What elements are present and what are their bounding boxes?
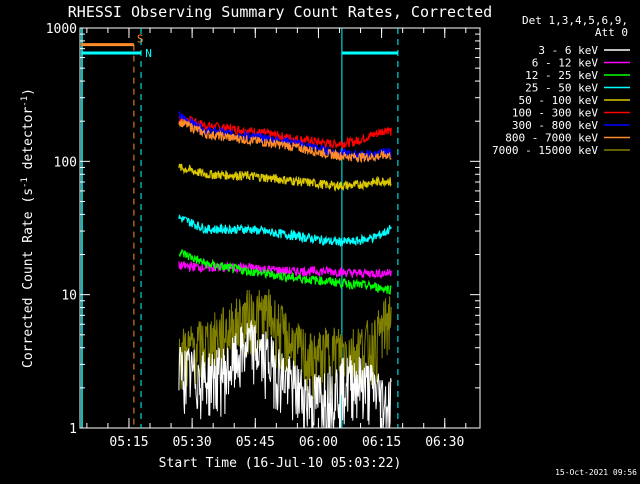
x-tick-label: 06:00 (299, 435, 338, 450)
series-line-50-100keV (178, 163, 392, 192)
x-tick-label: 06:30 (425, 435, 464, 450)
legend-entry-label: 300 - 800 keV (512, 119, 598, 132)
plot-border (79, 27, 481, 429)
legend-entry-label: 7000 - 15000 keV (492, 144, 598, 157)
legend-entry-label: 6 - 12 keV (532, 57, 599, 70)
legend-entry-label: 12 - 25 keV (525, 69, 598, 82)
plot-frame (79, 27, 481, 429)
chart-title: RHESSI Observing Summary Count Rates, Co… (68, 3, 492, 21)
y-tick-label: 100 (54, 155, 77, 170)
saa-label: S (137, 33, 144, 46)
series-layer (178, 110, 392, 429)
y-tick-label: 10 (61, 289, 77, 304)
night-label: N (145, 47, 152, 60)
y-label-prefix: Corrected Count Rate (s (21, 188, 36, 368)
y-label-sup1: -1 (20, 177, 30, 188)
y-tick-label: 1 (69, 422, 77, 437)
x-tick-label: 05:45 (236, 435, 275, 450)
timestamp: 15-Oct-2021 09:56 (555, 468, 637, 477)
series-line-800-7000keV (178, 119, 392, 164)
y-axis-label-text: Corrected Count Rate (s-1 detector-1) (20, 88, 36, 368)
series-line-6-12keV (178, 260, 392, 280)
y-label-middle: detector (21, 107, 36, 178)
series-line-25-50keV (178, 214, 392, 247)
x-tick-label: 05:15 (109, 435, 148, 450)
legend-entry-label: 100 - 300 keV (512, 107, 598, 120)
legend-entry-label: 25 - 50 keV (525, 82, 598, 95)
y-label-suffix: ) (21, 88, 36, 96)
legend-entry-label: 3 - 6 keV (538, 44, 598, 57)
legend-header: Att 0 (595, 26, 628, 39)
y-label-sup2: -1 (20, 96, 30, 107)
x-axis-label: Start Time (16-Jul-10 05:03:22) (159, 456, 402, 471)
legend-entry-label: 50 - 100 keV (519, 94, 599, 107)
x-axis: 05:15 05:30 05:45 06:00 06:15 06:30 (86, 28, 467, 450)
legend-entry-label: 800 - 7000 keV (505, 132, 598, 145)
series-line-3-6keV (178, 320, 392, 429)
legend-header: Det 1,3,4,5,6,9, (522, 14, 628, 27)
y-axis-label: Corrected Count Rate (s-1 detector-1) (20, 88, 36, 368)
x-tick-label: 06:15 (362, 435, 401, 450)
x-tick-label: 05:30 (173, 435, 212, 450)
y-tick-label: 1000 (46, 22, 77, 37)
series-line-12-25keV (178, 249, 392, 295)
y-axis: 1 10 100 1000 (46, 22, 480, 437)
